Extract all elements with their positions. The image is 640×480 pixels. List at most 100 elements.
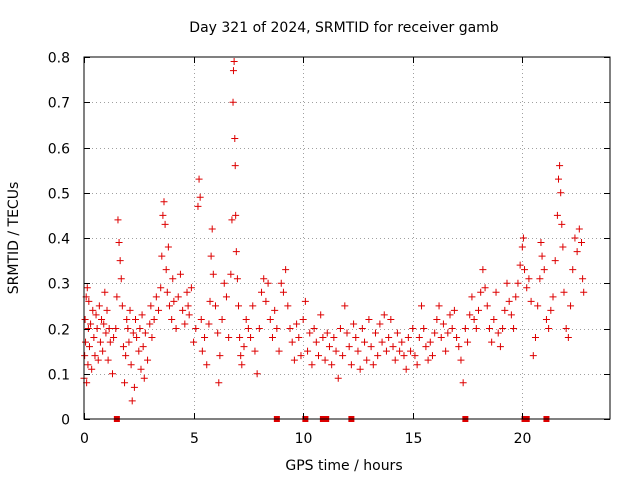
y-tick-label: 0.2	[48, 323, 70, 339]
data-point	[571, 234, 579, 242]
data-point	[442, 347, 450, 355]
data-point	[258, 288, 266, 296]
data-point	[516, 261, 524, 269]
data-point	[295, 334, 303, 342]
data-point	[549, 293, 557, 301]
y-tick-label: 0.4	[48, 232, 70, 248]
data-point	[567, 302, 575, 310]
data-point	[255, 325, 263, 332]
data-point	[505, 297, 513, 305]
data-point	[453, 334, 461, 342]
data-point	[293, 320, 301, 328]
data-point	[461, 325, 469, 332]
data-point	[222, 293, 230, 301]
data-point	[209, 270, 217, 278]
data-point	[363, 356, 371, 364]
data-point	[496, 343, 504, 351]
x-tick-label: 15	[405, 431, 423, 447]
data-point	[579, 275, 587, 283]
data-point	[510, 325, 518, 332]
data-point	[237, 352, 245, 360]
data-point	[169, 275, 177, 283]
data-point	[538, 252, 546, 260]
data-point	[132, 315, 140, 323]
data-point	[170, 297, 178, 305]
data-point	[483, 302, 491, 310]
x-tick-label: 5	[190, 431, 199, 447]
data-point	[141, 329, 149, 337]
data-point	[559, 243, 567, 251]
data-point	[183, 288, 191, 296]
data-point	[325, 343, 333, 351]
data-point	[437, 334, 445, 342]
data-point	[431, 329, 439, 337]
data-point	[218, 315, 226, 323]
x-tick-label: 10	[295, 431, 313, 447]
data-point	[102, 329, 110, 337]
plot-frame	[83, 56, 611, 420]
data-point	[179, 306, 187, 314]
y-tick-label: 0.5	[48, 187, 70, 203]
data-point	[376, 320, 384, 328]
data-point	[90, 334, 98, 342]
data-point	[87, 320, 95, 328]
data-point	[251, 347, 259, 355]
data-point	[124, 325, 132, 332]
data-point	[207, 252, 215, 260]
data-point	[127, 361, 135, 369]
data-point	[312, 338, 320, 346]
data-point	[564, 334, 572, 342]
data-point	[194, 202, 202, 210]
data-point	[201, 334, 209, 342]
data-point	[402, 365, 410, 373]
data-point	[231, 162, 239, 170]
data-point	[428, 352, 436, 360]
data-point	[99, 347, 107, 355]
data-point	[84, 325, 92, 332]
data-point	[321, 356, 329, 364]
data-point	[284, 302, 292, 310]
data-point	[159, 211, 167, 219]
data-point	[422, 343, 430, 351]
data-point	[393, 329, 401, 337]
x-tick-label: 20	[514, 431, 532, 447]
data-point	[133, 334, 141, 342]
x-axis-label: GPS time / hours	[285, 458, 402, 474]
data-point	[136, 325, 144, 332]
data-point	[514, 279, 522, 287]
data-point	[369, 361, 377, 369]
data-point	[400, 352, 408, 360]
data-point	[553, 211, 561, 219]
data-point	[232, 248, 240, 256]
data-point	[273, 325, 281, 332]
y-tick-label: 0.8	[48, 51, 70, 67]
data-point	[247, 334, 255, 342]
data-point	[352, 334, 360, 342]
data-point	[147, 302, 155, 310]
data-point	[268, 334, 276, 342]
data-point	[310, 325, 318, 332]
data-point	[350, 320, 358, 328]
data-point	[439, 320, 447, 328]
data-point	[519, 234, 527, 242]
data-point	[396, 347, 404, 355]
data-point	[126, 306, 134, 314]
data-point	[523, 284, 531, 292]
data-point	[389, 343, 397, 351]
data-point	[420, 325, 428, 332]
data-point	[114, 216, 122, 224]
data-point	[562, 325, 570, 332]
data-point	[499, 325, 507, 332]
data-point	[253, 370, 261, 378]
data-point	[356, 365, 364, 373]
data-point	[135, 347, 143, 355]
data-point	[137, 365, 145, 373]
data-point	[235, 302, 243, 310]
data-point	[163, 288, 171, 296]
data-point	[275, 347, 283, 355]
data-point	[95, 302, 103, 310]
data-point	[152, 293, 160, 301]
data-point	[130, 383, 138, 391]
data-point	[551, 257, 559, 265]
data-point	[236, 334, 244, 342]
